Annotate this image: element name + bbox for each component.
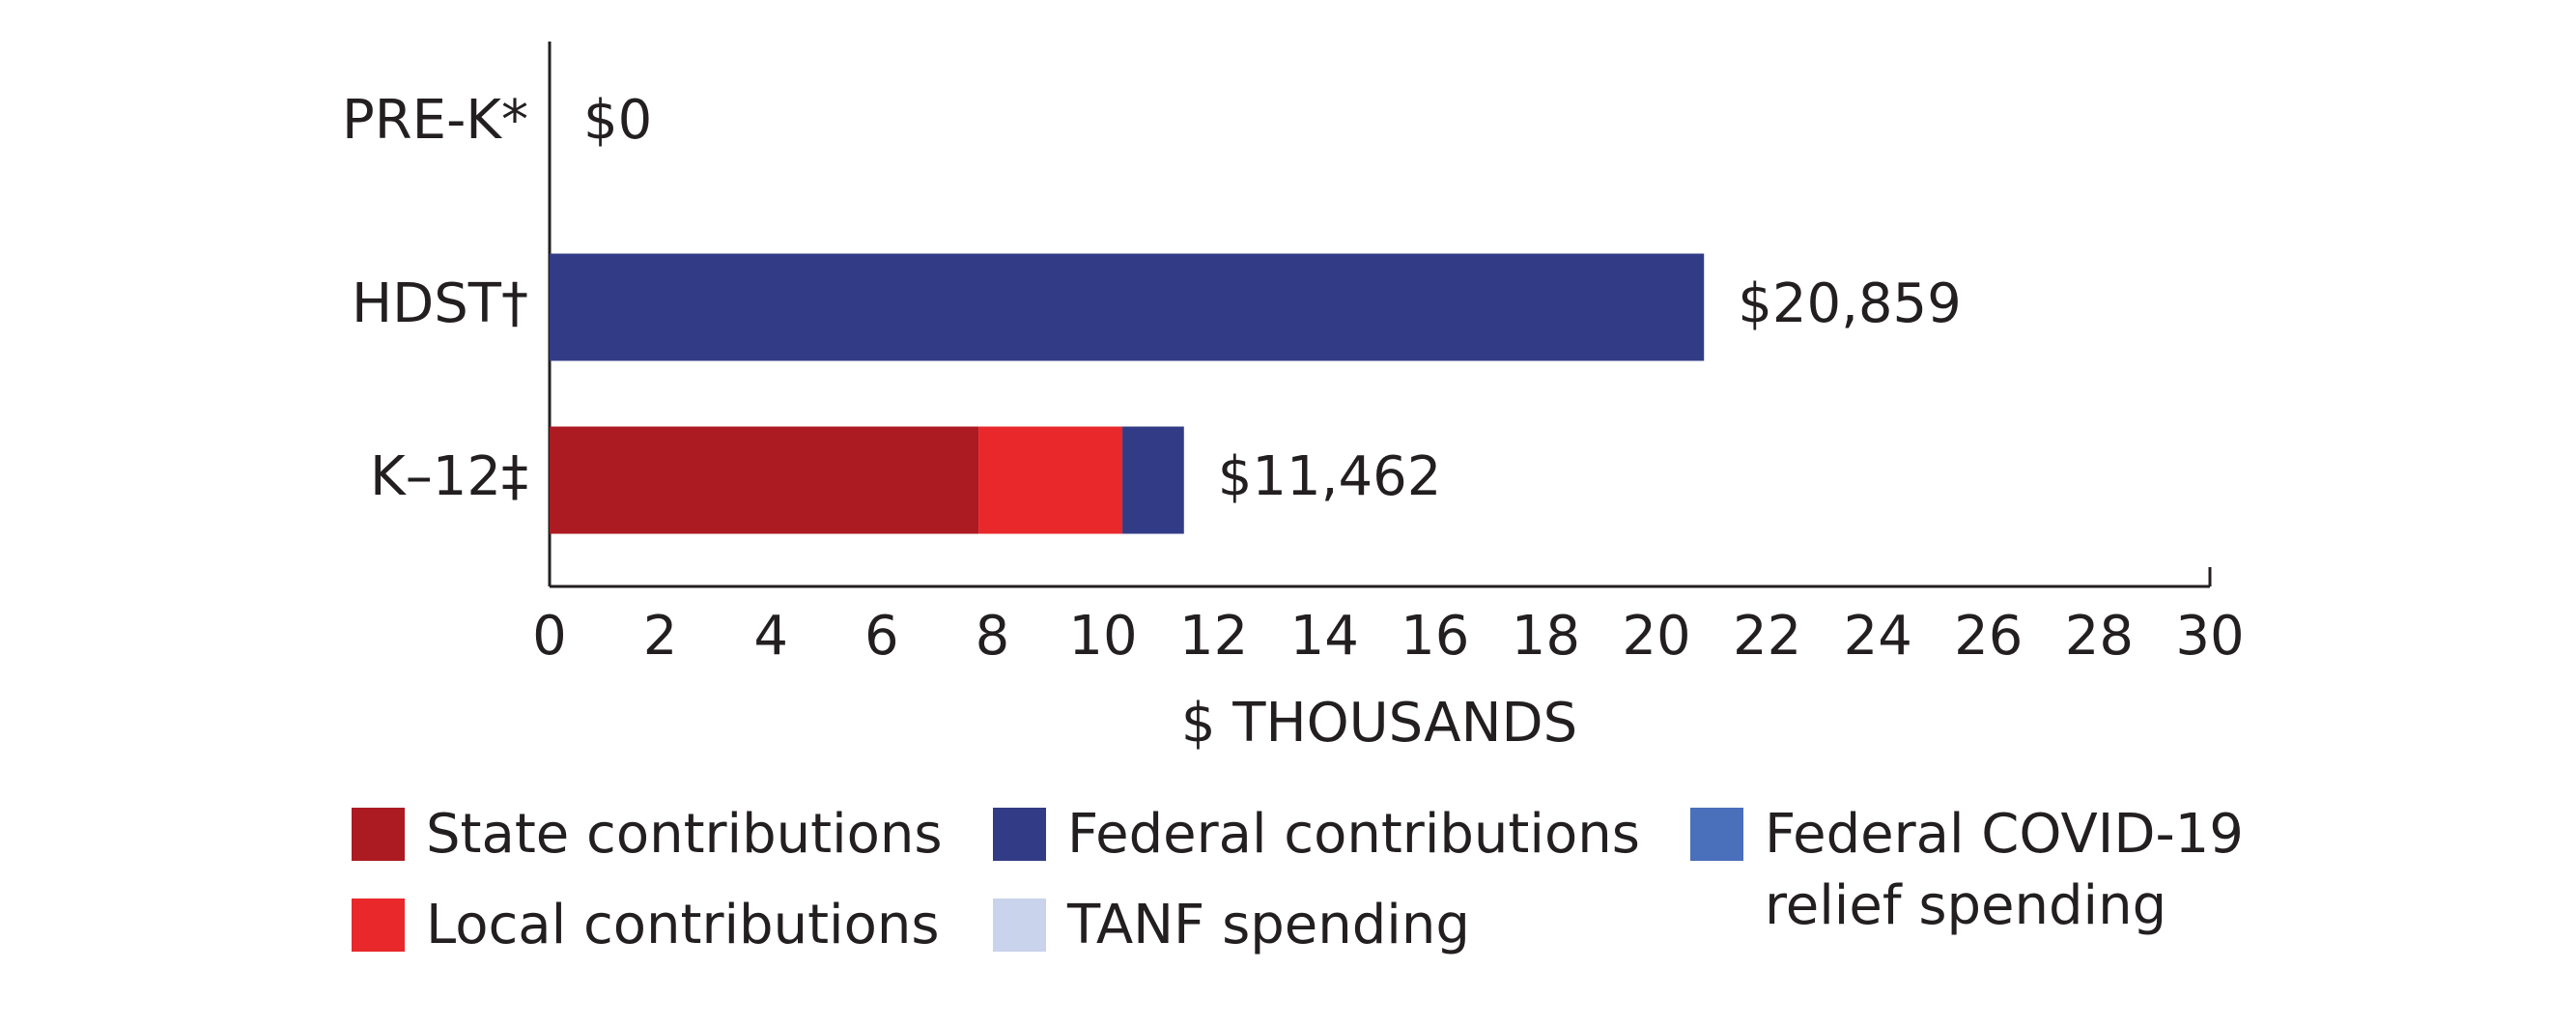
y-tick-label: HDST† xyxy=(352,272,528,335)
legend-label: Local contributions xyxy=(426,894,940,956)
x-tick-label: 0 xyxy=(532,605,567,668)
bar-segment xyxy=(1122,426,1184,534)
value-label: $11,462 xyxy=(1218,445,1442,508)
legend-label: State contributions xyxy=(426,803,943,866)
legend-swatch xyxy=(993,808,1046,861)
legend-swatch xyxy=(352,808,405,861)
legend-item: State contributions xyxy=(352,799,943,870)
y-tick-label: PRE-K* xyxy=(342,89,528,152)
x-tick-label: 8 xyxy=(976,605,1010,668)
x-tick-label: 20 xyxy=(1622,605,1690,668)
legend-swatch xyxy=(993,899,1046,952)
bar-segment xyxy=(550,426,979,534)
x-tick-label: 24 xyxy=(1844,605,1912,668)
x-tick-label: 12 xyxy=(1179,605,1248,668)
legend-label: Federal COVID-19 relief spending xyxy=(1765,803,2244,937)
y-tick-label: K–12‡ xyxy=(370,445,528,508)
bar-segment xyxy=(978,426,1123,534)
x-tick-label: 6 xyxy=(864,605,899,668)
x-tick-label: 30 xyxy=(2175,605,2244,668)
legend-swatch xyxy=(1690,808,1743,861)
x-tick-label: 18 xyxy=(1512,605,1580,668)
legend-label: Federal contributions xyxy=(1067,803,1640,866)
x-tick-label: 10 xyxy=(1068,605,1137,668)
legend-label: TANF spending xyxy=(1067,894,1470,956)
legend-swatch xyxy=(352,899,405,952)
legend-item: TANF spending xyxy=(993,890,1470,961)
legend-item: Federal COVID-19 relief spending xyxy=(1690,799,2289,942)
x-tick-label: 4 xyxy=(753,605,788,668)
x-tick-label: 28 xyxy=(2065,605,2134,668)
x-axis-title: $ THOUSANDS xyxy=(1181,692,1577,755)
value-label: $20,859 xyxy=(1738,272,1962,335)
x-tick-label: 14 xyxy=(1290,605,1359,668)
x-tick-label: 2 xyxy=(643,605,678,668)
legend-item: Federal contributions xyxy=(993,799,1640,870)
bar-segment xyxy=(550,253,1705,361)
x-tick-label: 26 xyxy=(1954,605,2023,668)
x-tick-label: 22 xyxy=(1733,605,1801,668)
value-label: $0 xyxy=(583,89,652,152)
x-tick-label: 16 xyxy=(1401,605,1469,668)
legend-item: Local contributions xyxy=(352,890,940,961)
